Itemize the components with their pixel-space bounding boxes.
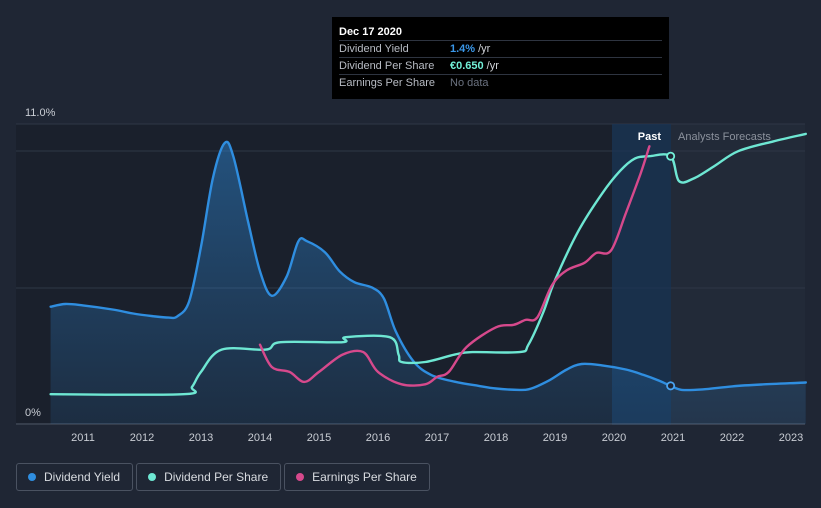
legend-label: Dividend Yield	[44, 470, 121, 484]
tooltip-row-dividend-per-share: Dividend Per Share €0.650 /yr	[339, 57, 662, 74]
legend-label: Earnings Per Share	[312, 470, 417, 484]
x-tick-label: 2013	[189, 432, 213, 444]
x-tick-label: 2019	[543, 432, 567, 444]
legend-label: Dividend Per Share	[164, 470, 269, 484]
x-axis-ticks: 2011 2012 2013 2014 2015 2016 2017 2018 2019 2020…	[71, 432, 803, 444]
tooltip-row-earnings-per-share: Earnings Per Share No data	[339, 74, 662, 91]
forecast-label: Analysts Forecasts	[678, 131, 771, 143]
legend-item-earnings-per-share[interactable]: Earnings Per Share	[284, 463, 430, 491]
x-tick-label: 2017	[425, 432, 449, 444]
tooltip-label: Dividend Yield	[339, 43, 409, 55]
legend-item-dividend-yield[interactable]: Dividend Yield	[16, 463, 134, 491]
tooltip-value: No data	[450, 77, 489, 89]
dividend-per-share-line	[49, 132, 807, 396]
x-tick-label: 2011	[71, 432, 95, 444]
tooltip-label: Dividend Per Share	[339, 60, 435, 72]
earnings-per-share-line	[258, 145, 651, 387]
x-tick-label: 2021	[661, 432, 685, 444]
tooltip-value: €0.650	[450, 60, 484, 72]
legend-dot-icon	[28, 473, 36, 481]
x-tick-label: 2015	[307, 432, 331, 444]
dividend-yield-marker	[666, 381, 676, 391]
tooltip-unit: /yr	[486, 60, 499, 72]
tooltip: Dec 17 2020 Dividend Yield 1.4% /yr Divi…	[332, 17, 669, 99]
dividend-per-share-marker	[666, 151, 676, 161]
dividend-yield-area	[50, 141, 806, 424]
x-tick-label: 2014	[248, 432, 272, 444]
x-tick-label: 2016	[366, 432, 390, 444]
legend: Dividend Yield Dividend Per Share Earnin…	[16, 463, 430, 491]
y-axis-bottom-label: 0%	[25, 407, 41, 419]
tooltip-unit: /yr	[478, 43, 491, 55]
x-tick-label: 2023	[779, 432, 803, 444]
x-tick-label: 2020	[602, 432, 626, 444]
tooltip-value: 1.4%	[450, 43, 476, 55]
legend-dot-icon	[148, 473, 157, 481]
x-tick-label: 2018	[484, 432, 508, 444]
legend-dot-icon	[296, 473, 305, 481]
x-tick-label: 2022	[720, 432, 744, 444]
tooltip-label: Earnings Per Share	[339, 77, 435, 89]
dividend-yield-line	[49, 140, 807, 392]
past-label: Past	[638, 131, 662, 143]
legend-item-dividend-per-share[interactable]: Dividend Per Share	[136, 463, 282, 491]
tooltip-date: Dec 17 2020	[339, 26, 402, 38]
forecast-region	[671, 124, 805, 425]
y-axis-top-label: 11.0%	[25, 107, 56, 119]
x-tick-label: 2012	[130, 432, 154, 444]
series-layer	[49, 132, 807, 424]
grid-lines	[16, 123, 805, 289]
tooltip-row-dividend-yield: Dividend Yield 1.4% /yr	[339, 40, 662, 57]
